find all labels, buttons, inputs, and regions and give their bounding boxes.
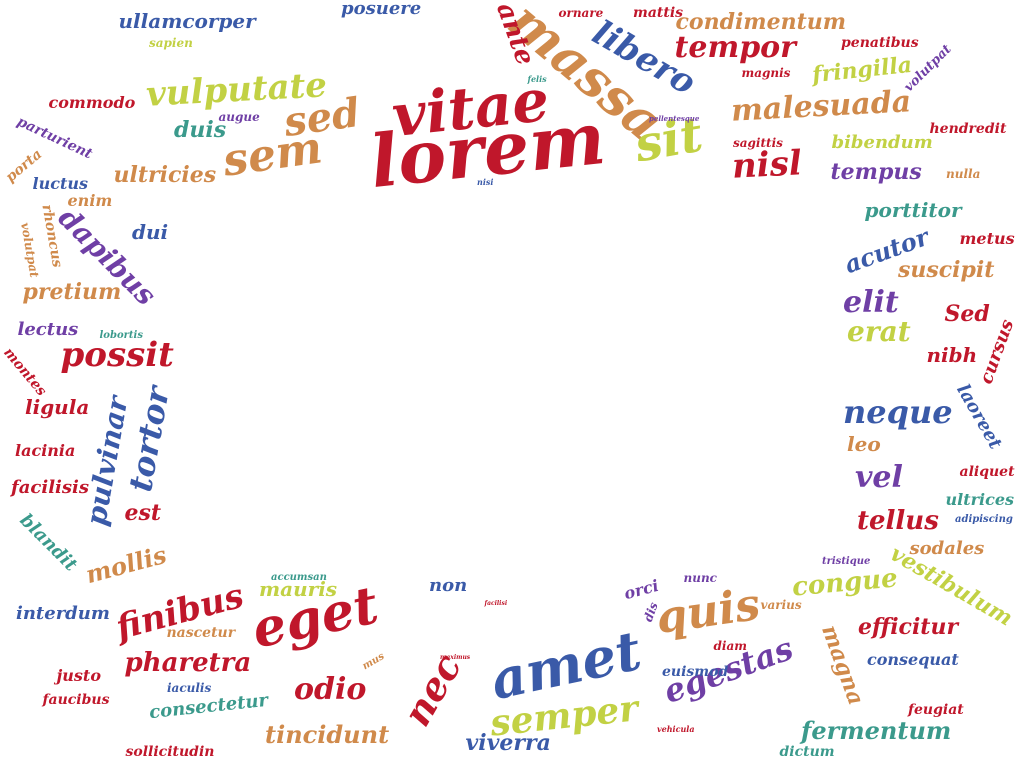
word-cloud-word: tempor (674, 30, 796, 65)
word-cloud-word: sodales (909, 538, 985, 559)
word-cloud-word: enim (67, 191, 113, 210)
word-cloud-word: lacinia (15, 441, 76, 460)
word-cloud-word: odio (294, 672, 367, 707)
word-cloud-word: posuere (341, 0, 422, 19)
word-cloud-word: interdum (16, 603, 110, 624)
word-cloud-word: duis (174, 117, 227, 143)
word-cloud-word: malesuada (730, 84, 913, 129)
word-cloud-word: volutpat (18, 221, 42, 279)
word-cloud-word: facilisis (11, 477, 89, 498)
word-cloud-word: adipiscing (955, 514, 1013, 525)
word-cloud-word: felis (527, 74, 547, 84)
word-cloud-word: congue (790, 563, 899, 603)
word-cloud-word: feugiat (908, 702, 964, 718)
word-cloud-word: mauris (259, 577, 338, 601)
word-cloud-word: faucibus (42, 692, 110, 708)
word-cloud-word: neque (843, 393, 953, 431)
word-cloud-word: rhoncus (38, 203, 66, 269)
word-cloud-word: condimentum (675, 9, 847, 35)
word-cloud-word: dui (132, 220, 169, 244)
word-cloud-word: sagittis (733, 136, 783, 150)
word-cloud-word: tellus (857, 506, 939, 536)
word-cloud-word: nascetur (166, 625, 236, 641)
word-cloud-word: penatibus (841, 35, 919, 51)
word-cloud-word: justo (56, 666, 102, 685)
word-cloud-word: ornare (558, 6, 604, 20)
word-cloud-word: est (124, 500, 162, 526)
word-cloud-word: augue (218, 110, 260, 124)
word-cloud-word: aliquet (959, 464, 1015, 480)
word-cloud-word: laoreet (951, 380, 1006, 453)
word-cloud-word: maximus (440, 654, 471, 661)
word-cloud-word: cursus (975, 316, 1018, 387)
word-cloud-word: fermentum (801, 716, 952, 745)
word-cloud-word: sapien (149, 36, 193, 50)
word-cloud-word: suscipit (898, 257, 995, 283)
word-cloud-word: diam (713, 639, 747, 653)
word-cloud-word: euismod (662, 664, 729, 680)
word-cloud-word: consequat (867, 650, 959, 669)
word-cloud-word: lobortis (99, 330, 143, 341)
word-cloud-word: fringilla (810, 51, 914, 89)
word-cloud-word: quis (652, 578, 764, 645)
word-cloud-word: blandit (15, 509, 82, 576)
word-cloud-word: mus (360, 650, 386, 673)
word-cloud-word: tempus (830, 159, 922, 185)
word-cloud-word: erat (847, 315, 911, 348)
word-cloud-word: bibendum (831, 132, 933, 153)
word-cloud-word: lectus (17, 319, 79, 340)
word-cloud-word: non (429, 575, 468, 596)
word-cloud-word: consectetur (147, 689, 269, 724)
word-cloud-word: accumsan (271, 572, 327, 583)
word-cloud-word: facilisi (484, 600, 508, 607)
word-cloud-word: ultrices (945, 490, 1015, 509)
word-cloud-word: luctus (32, 174, 88, 193)
word-cloud-word: vulputate (144, 65, 328, 115)
word-cloud-word: metus (959, 229, 1015, 248)
word-cloud-word: dictum (779, 744, 835, 760)
word-cloud-word: pellentesque (649, 113, 700, 123)
word-cloud-word: vel (855, 460, 903, 495)
word-cloud-word: mollis (82, 539, 170, 590)
word-cloud-word: montes (0, 344, 50, 400)
word-cloud-word: Sed (944, 301, 990, 327)
word-cloud-word: sollicitudin (125, 744, 215, 760)
word-cloud-word: pharetra (124, 648, 252, 678)
word-cloud-word: vehicula (657, 724, 695, 734)
word-cloud-word: ullamcorper (118, 9, 256, 33)
word-cloud-word: nunc (683, 571, 717, 585)
word-cloud-word: efficitur (858, 614, 959, 640)
word-cloud-word: possit (60, 335, 174, 375)
word-cloud-word: nisi (477, 177, 494, 187)
word-cloud-word: leo (847, 432, 881, 456)
word-cloud-word: varius (760, 598, 802, 612)
word-cloud-word: pretium (22, 279, 122, 305)
word-cloud-word: tincidunt (265, 720, 390, 749)
word-cloud-word: iaculis (167, 681, 212, 695)
word-cloud-word: nibh (926, 343, 978, 367)
word-cloud-word: elit (843, 285, 899, 320)
word-cloud-word: ultricies (113, 162, 217, 188)
word-cloud-word: tristique (822, 556, 871, 567)
word-cloud-word: nisl (731, 143, 803, 187)
word-cloud-word: viverra (465, 730, 551, 756)
word-cloud-word: magnis (741, 66, 791, 80)
word-cloud-word: porttitor (864, 198, 962, 222)
word-cloud-word: commodo (48, 93, 136, 112)
word-cloud-word: ligula (25, 395, 90, 419)
word-cloud-word: hendredit (929, 121, 1007, 137)
word-cloud-word: mattis (633, 5, 684, 21)
word-cloud-word: nulla (946, 167, 981, 181)
